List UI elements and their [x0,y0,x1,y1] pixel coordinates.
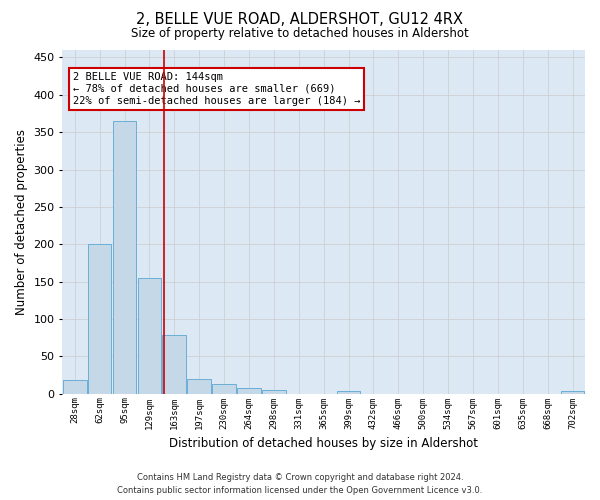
X-axis label: Distribution of detached houses by size in Aldershot: Distribution of detached houses by size … [169,437,478,450]
Y-axis label: Number of detached properties: Number of detached properties [15,129,28,315]
Bar [337,390,361,394]
Bar [88,244,112,394]
Bar [137,278,161,394]
Text: Size of property relative to detached houses in Aldershot: Size of property relative to detached ho… [131,28,469,40]
Text: 2 BELLE VUE ROAD: 144sqm
← 78% of detached houses are smaller (669)
22% of semi-: 2 BELLE VUE ROAD: 144sqm ← 78% of detach… [73,72,360,106]
Bar [63,380,86,394]
Bar [163,336,186,394]
Bar [113,121,136,394]
Bar [561,392,584,394]
Bar [187,378,211,394]
Text: Contains HM Land Registry data © Crown copyright and database right 2024.
Contai: Contains HM Land Registry data © Crown c… [118,474,482,495]
Bar [212,384,236,394]
Text: 2, BELLE VUE ROAD, ALDERSHOT, GU12 4RX: 2, BELLE VUE ROAD, ALDERSHOT, GU12 4RX [137,12,464,28]
Bar [237,388,261,394]
Bar [262,390,286,394]
